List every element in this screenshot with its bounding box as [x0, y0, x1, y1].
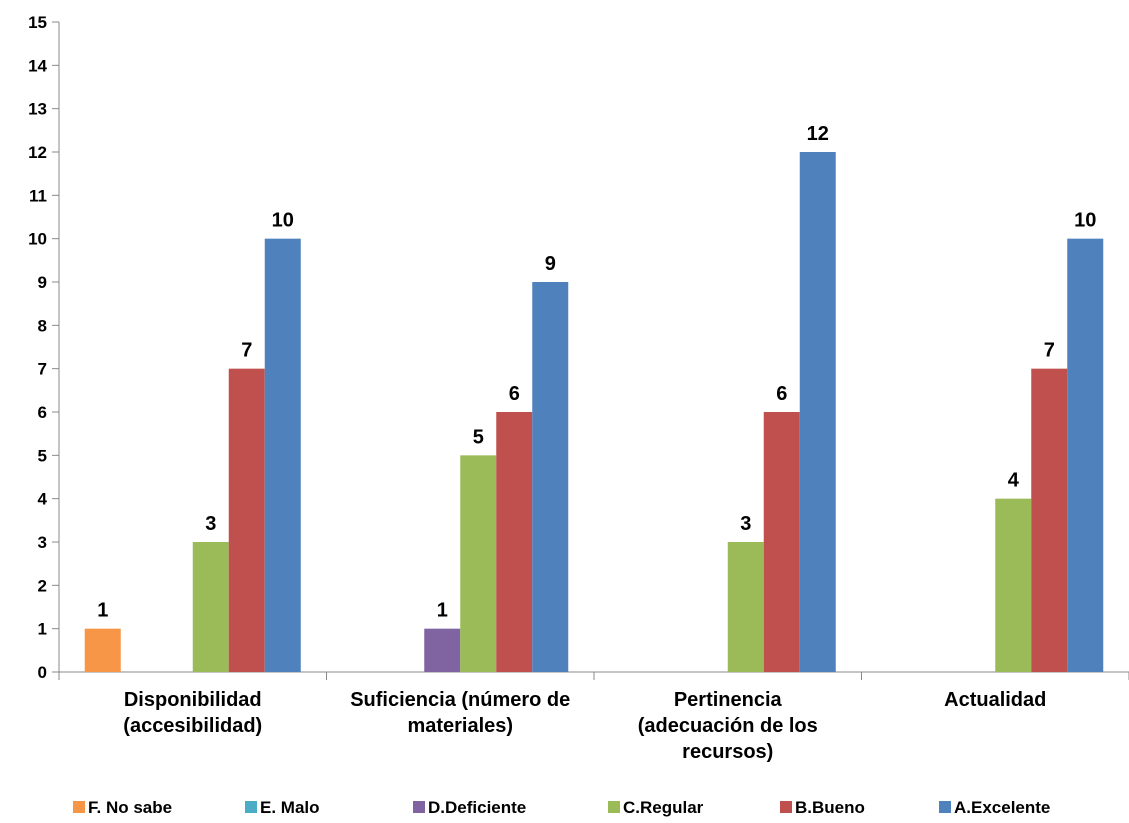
bar: [799, 152, 836, 672]
x-axis: [58, 671, 1129, 680]
legend-swatch: [413, 801, 425, 813]
y-tick-label: 10: [28, 230, 47, 249]
bar: [192, 542, 229, 672]
legend-label: A.Excelente: [954, 798, 1050, 817]
bar: [727, 542, 764, 672]
legend-label: E. Malo: [260, 798, 320, 817]
y-tick-label: 9: [38, 273, 47, 292]
data-label: 6: [776, 383, 787, 405]
y-tick-label: 11: [29, 186, 47, 205]
y-tick-label: 15: [28, 13, 47, 32]
category-label: Pertinencia (adecuación de los recursos): [638, 689, 818, 763]
bar: [1067, 238, 1104, 672]
bar: [424, 628, 461, 672]
bar: [496, 412, 533, 672]
legend-swatch: [780, 801, 792, 813]
data-label: 3: [205, 513, 216, 535]
legend: F. No sabe E. Malo D.Deficiente C.Regular B.…: [73, 798, 1050, 817]
legend-label: D.Deficiente: [428, 798, 526, 817]
legend-label: F. No sabe: [88, 798, 172, 817]
category-label: Suficiencia (número de materiales): [350, 689, 570, 737]
legend-swatch: [939, 801, 951, 813]
data-label: 12: [807, 123, 829, 145]
legend-label: C.Regular: [623, 798, 704, 817]
bar: [763, 412, 800, 672]
y-tick-label: 4: [38, 490, 48, 509]
category-labels: Disponibilidad (accesibilidad) Suficiencia…: [123, 689, 1046, 763]
y-tick-label: 2: [38, 576, 47, 595]
y-tick-label: 14: [28, 56, 47, 75]
legend-swatch: [608, 801, 620, 813]
category-label: Actualidad: [944, 689, 1046, 711]
y-tick-label: 13: [28, 100, 47, 119]
y-tick-label: 1: [38, 620, 47, 639]
data-label: 10: [1074, 210, 1096, 232]
y-tick-label: 6: [38, 403, 47, 422]
bar: [1031, 368, 1068, 672]
bar: [460, 455, 497, 672]
data-label: 7: [1044, 340, 1055, 362]
bar: [264, 238, 301, 672]
data-label: 9: [545, 253, 556, 275]
y-tick-label: 8: [38, 316, 47, 335]
data-label: 1: [97, 600, 108, 622]
data-label: 4: [1008, 470, 1020, 492]
data-label: 7: [241, 340, 252, 362]
bar: [995, 498, 1032, 672]
y-tick-label: 7: [38, 360, 47, 379]
data-label: 1: [437, 600, 448, 622]
y-tick-label: 5: [38, 446, 47, 465]
category-label: Disponibilidad (accesibilidad): [123, 689, 262, 737]
data-label: 6: [509, 383, 520, 405]
bar: [532, 282, 569, 672]
legend-swatch: [245, 801, 257, 813]
bars: [84, 152, 1104, 672]
legend-label: B.Bueno: [795, 798, 865, 817]
bar: [84, 628, 121, 672]
data-labels: 1 3 7 10 1 5 6 9 3 6 12 4 7 10: [97, 123, 1096, 622]
y-tick-label: 0: [38, 663, 47, 682]
data-label: 5: [473, 426, 484, 448]
bar: [228, 368, 265, 672]
data-label: 10: [272, 210, 294, 232]
y-tick-label: 12: [28, 143, 47, 162]
y-tick-label: 3: [38, 533, 47, 552]
legend-swatch: [73, 801, 85, 813]
data-label: 3: [740, 513, 751, 535]
